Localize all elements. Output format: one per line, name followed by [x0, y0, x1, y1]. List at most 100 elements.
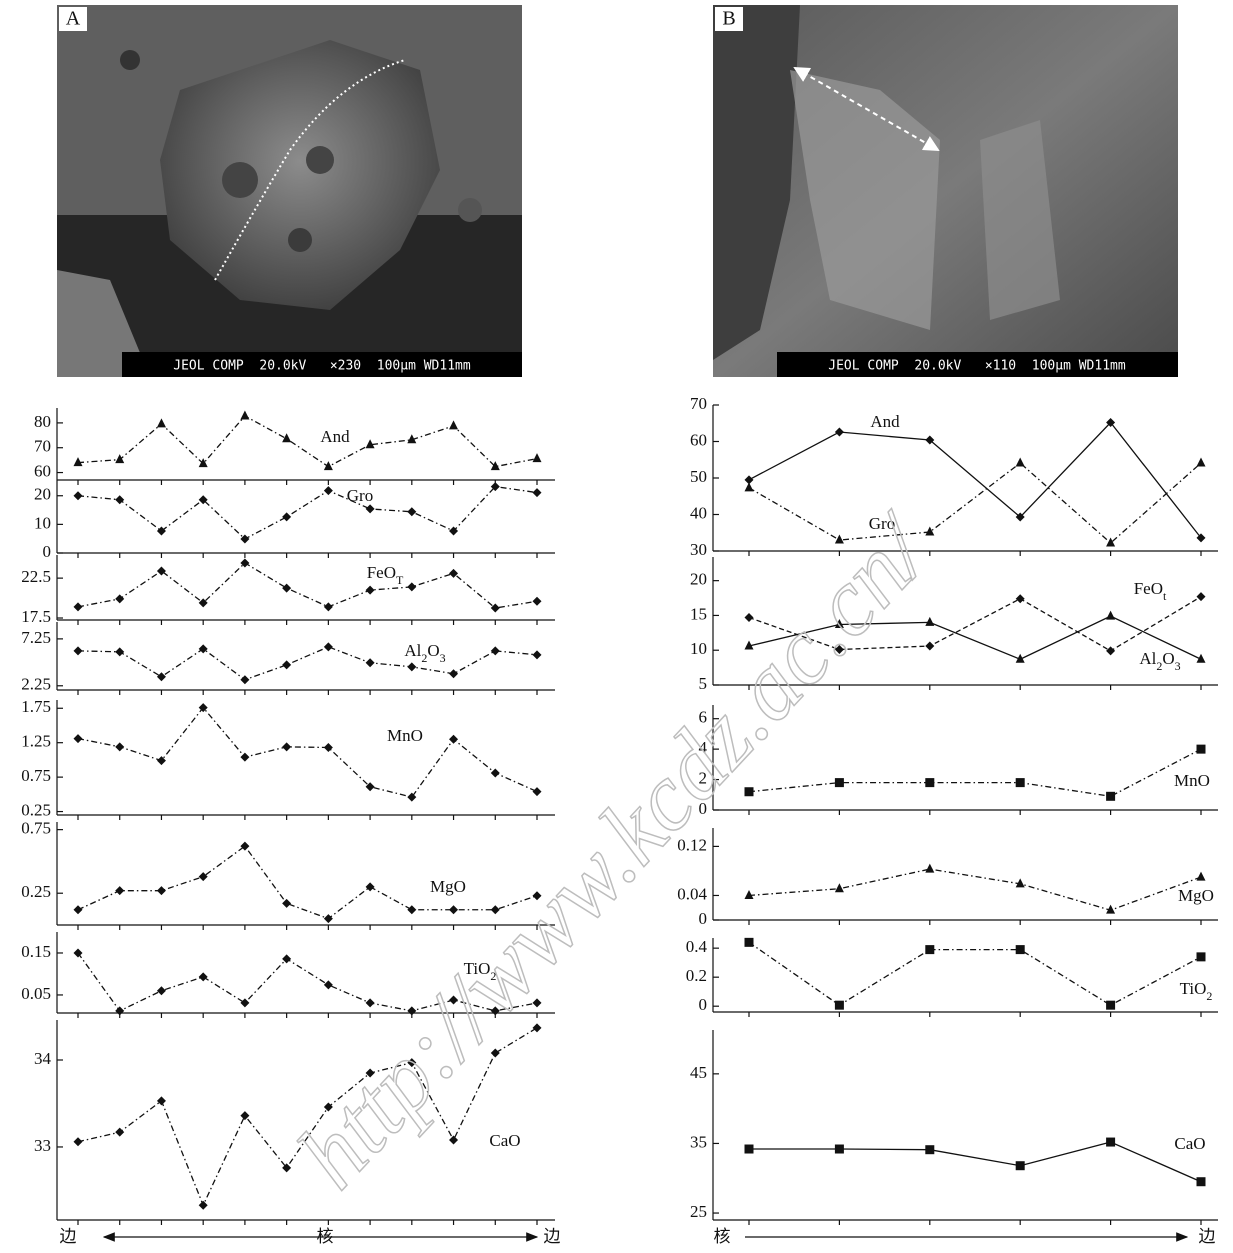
marker [745, 613, 754, 622]
marker [366, 998, 375, 1007]
series-label: And [320, 427, 350, 446]
y-tick-label: 0.75 [21, 766, 51, 785]
y-tick-label: 0.04 [677, 884, 707, 903]
marker [157, 886, 166, 895]
y-tick-label: 0.75 [21, 819, 51, 838]
marker [835, 1001, 844, 1010]
series-label: MnO [1174, 771, 1210, 790]
marker [449, 420, 458, 429]
marker [1106, 1001, 1115, 1010]
y-tick-label: 0 [43, 542, 52, 561]
marker [74, 646, 83, 655]
marker [1106, 537, 1115, 546]
y-tick-label: 7.25 [21, 628, 51, 647]
marker [1106, 792, 1115, 801]
marker [1197, 458, 1206, 467]
series-label: Al2O3 [404, 641, 445, 665]
series-line [78, 708, 537, 798]
marker [74, 602, 83, 611]
marker [1106, 646, 1115, 655]
x-label: 边 [1199, 1227, 1216, 1246]
marker [1106, 1138, 1115, 1147]
marker [835, 883, 844, 892]
series-line [749, 1142, 1201, 1182]
marker [407, 582, 416, 591]
figure: A B JEOL COMP 20.0kV ×230 100μm WD11mm J… [0, 0, 1233, 1253]
y-tick-label: 50 [690, 467, 707, 486]
y-tick-label: 0.05 [21, 984, 51, 1003]
marker [407, 507, 416, 516]
y-tick-label: 10 [34, 513, 51, 532]
marker [324, 980, 333, 989]
marker [533, 453, 542, 462]
x-label: 核 [714, 1227, 731, 1246]
y-tick-label: 0.15 [21, 942, 51, 961]
marker [74, 1137, 83, 1146]
marker [449, 735, 458, 744]
y-tick-label: 34 [34, 1049, 52, 1068]
marker [282, 660, 291, 669]
y-tick-label: 40 [690, 503, 707, 522]
y-tick-label: 35 [690, 1132, 707, 1151]
series-label: And [870, 412, 900, 431]
marker [745, 890, 754, 899]
marker [925, 778, 934, 787]
marker [324, 602, 333, 611]
marker [835, 1145, 844, 1154]
y-tick-label: 2.25 [21, 675, 51, 694]
series-label: FeOt [1134, 579, 1167, 603]
marker [199, 1201, 208, 1210]
marker [199, 458, 208, 467]
y-tick-label: 20 [34, 485, 51, 504]
marker [925, 1145, 934, 1154]
y-tick-label: 0.25 [21, 800, 51, 819]
marker [324, 486, 333, 495]
marker [491, 461, 500, 470]
marker [282, 584, 291, 593]
marker [324, 743, 333, 752]
series-line [749, 749, 1201, 796]
y-tick-label: 20 [690, 570, 707, 589]
marker [115, 1128, 124, 1137]
marker [745, 482, 754, 491]
marker [199, 872, 208, 881]
marker [835, 428, 844, 437]
x-label: 边 [60, 1227, 77, 1246]
series-line [749, 463, 1201, 543]
marker [157, 672, 166, 681]
y-tick-label: 0 [699, 995, 708, 1014]
marker [115, 647, 124, 656]
y-tick-label: 22.5 [21, 567, 51, 586]
marker [533, 597, 542, 606]
marker [925, 617, 934, 626]
marker [449, 669, 458, 678]
watermark: http://www.kcdz.ac.cn/ [277, 493, 954, 1208]
y-tick-label: 0 [699, 909, 708, 928]
marker [533, 488, 542, 497]
marker [1106, 611, 1115, 620]
marker [74, 948, 83, 957]
y-tick-label: 10 [690, 639, 707, 658]
y-tick-label: 60 [34, 461, 51, 480]
y-tick-label: 25 [690, 1202, 707, 1221]
panel-label: A [66, 8, 81, 30]
marker [74, 905, 83, 914]
marker [115, 742, 124, 751]
sem-image-a [57, 5, 522, 377]
x-label: 边 [544, 1227, 561, 1246]
marker [1016, 594, 1025, 603]
marker [407, 793, 416, 802]
marker [74, 457, 83, 466]
marker [240, 675, 249, 684]
y-tick-label: 0.2 [686, 966, 707, 985]
y-tick-label: 1.75 [21, 697, 51, 716]
series-label: MnO [387, 726, 423, 745]
series-label: TiO2 [1180, 979, 1213, 1003]
y-tick-label: 33 [34, 1136, 51, 1155]
y-tick-label: 17.5 [21, 607, 51, 626]
marker [925, 642, 934, 651]
marker [115, 1006, 124, 1015]
marker [1016, 458, 1025, 467]
series-line [749, 869, 1201, 910]
panel-label: B [722, 8, 735, 30]
